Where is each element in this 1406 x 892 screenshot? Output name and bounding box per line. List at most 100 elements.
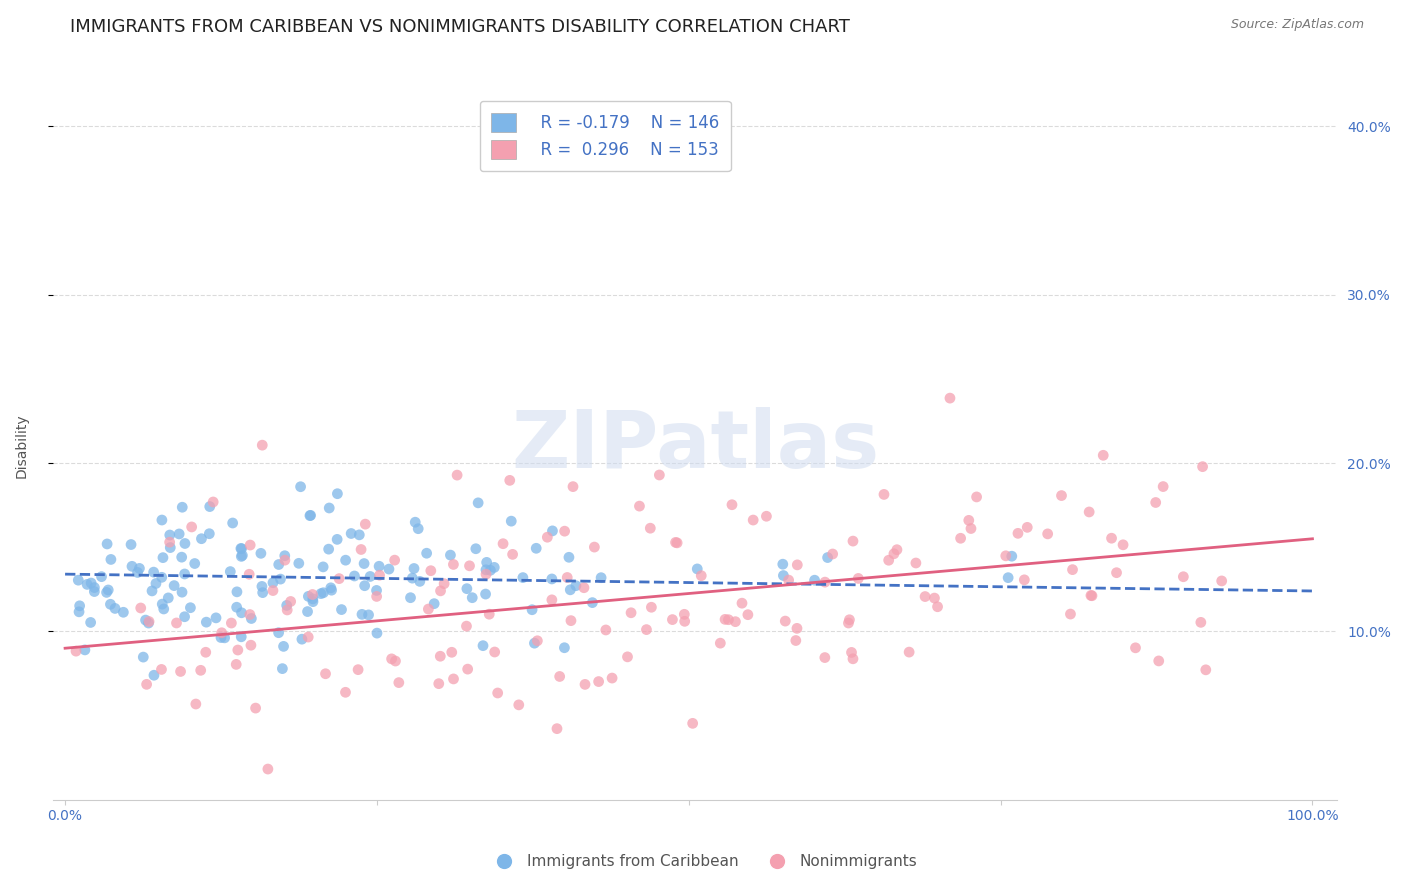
Point xyxy=(299,508,322,523)
Point xyxy=(721,498,744,512)
Point xyxy=(1195,663,1218,677)
Point xyxy=(474,587,496,601)
Point xyxy=(636,623,658,637)
Point xyxy=(318,500,340,515)
Point xyxy=(1001,549,1024,564)
Point xyxy=(1147,654,1170,668)
Point xyxy=(778,573,800,587)
Point xyxy=(328,572,350,586)
Point xyxy=(174,536,197,550)
Point xyxy=(492,537,515,551)
Point xyxy=(231,630,253,644)
Point xyxy=(648,468,671,483)
Point xyxy=(842,652,865,666)
Point xyxy=(166,615,188,630)
Point xyxy=(731,596,754,610)
Point xyxy=(957,513,980,527)
Point xyxy=(80,576,103,591)
Point xyxy=(786,621,808,635)
Point xyxy=(368,559,391,574)
Point xyxy=(581,596,603,610)
Point xyxy=(159,528,181,542)
Text: ZIPatlas: ZIPatlas xyxy=(510,407,879,485)
Point xyxy=(142,565,165,579)
Point xyxy=(138,615,160,629)
Point xyxy=(883,547,905,561)
Point xyxy=(359,569,381,583)
Point xyxy=(742,513,765,527)
Point xyxy=(502,547,524,561)
Point xyxy=(997,571,1019,585)
Point xyxy=(846,571,869,585)
Point xyxy=(269,572,291,586)
Point xyxy=(205,611,228,625)
Point xyxy=(541,524,564,538)
Point xyxy=(90,569,112,583)
Point xyxy=(231,549,253,563)
Point xyxy=(817,550,839,565)
Point xyxy=(772,568,794,582)
Point xyxy=(479,563,502,577)
Point xyxy=(475,567,498,582)
Point xyxy=(873,487,896,501)
Point xyxy=(198,500,221,514)
Point xyxy=(100,597,122,611)
Point xyxy=(312,586,335,600)
Point xyxy=(526,633,548,648)
Point xyxy=(326,486,349,500)
Point xyxy=(240,611,263,625)
Point xyxy=(83,581,105,595)
Text: Source: ZipAtlas.com: Source: ZipAtlas.com xyxy=(1230,18,1364,31)
Point xyxy=(384,654,406,668)
Point xyxy=(231,541,253,556)
Point xyxy=(714,612,737,626)
Point xyxy=(1152,479,1174,493)
Point xyxy=(309,586,332,600)
Point xyxy=(347,663,370,677)
Point xyxy=(755,509,778,524)
Point xyxy=(173,609,195,624)
Point xyxy=(546,722,568,736)
Point xyxy=(135,613,157,627)
Point xyxy=(664,535,686,549)
Point xyxy=(226,585,249,599)
Point xyxy=(814,650,837,665)
Point xyxy=(262,583,284,598)
Point xyxy=(79,615,101,630)
Point xyxy=(574,677,596,691)
Point xyxy=(838,613,860,627)
Point xyxy=(409,574,432,589)
Point xyxy=(274,549,297,563)
Point xyxy=(301,591,323,606)
Point xyxy=(486,686,509,700)
Point xyxy=(326,533,349,547)
Point xyxy=(190,663,212,677)
Point xyxy=(194,645,217,659)
Point xyxy=(429,649,451,664)
Point xyxy=(96,585,118,599)
Point xyxy=(1036,527,1059,541)
Point xyxy=(457,662,479,676)
Point xyxy=(786,558,808,572)
Point xyxy=(772,558,794,572)
Point xyxy=(591,571,613,585)
Point xyxy=(600,671,623,685)
Point xyxy=(475,563,498,577)
Point xyxy=(1173,570,1195,584)
Point xyxy=(290,480,312,494)
Point xyxy=(100,552,122,566)
Point xyxy=(966,490,988,504)
Point xyxy=(145,576,167,591)
Point xyxy=(179,600,201,615)
Point xyxy=(402,561,425,575)
Point xyxy=(555,570,578,584)
Point xyxy=(280,594,302,608)
Point xyxy=(841,645,863,659)
Point xyxy=(159,541,181,555)
Point xyxy=(673,615,696,629)
Point xyxy=(298,508,321,523)
Point xyxy=(441,558,464,572)
Point xyxy=(211,625,233,640)
Point xyxy=(297,605,319,619)
Point xyxy=(508,698,530,712)
